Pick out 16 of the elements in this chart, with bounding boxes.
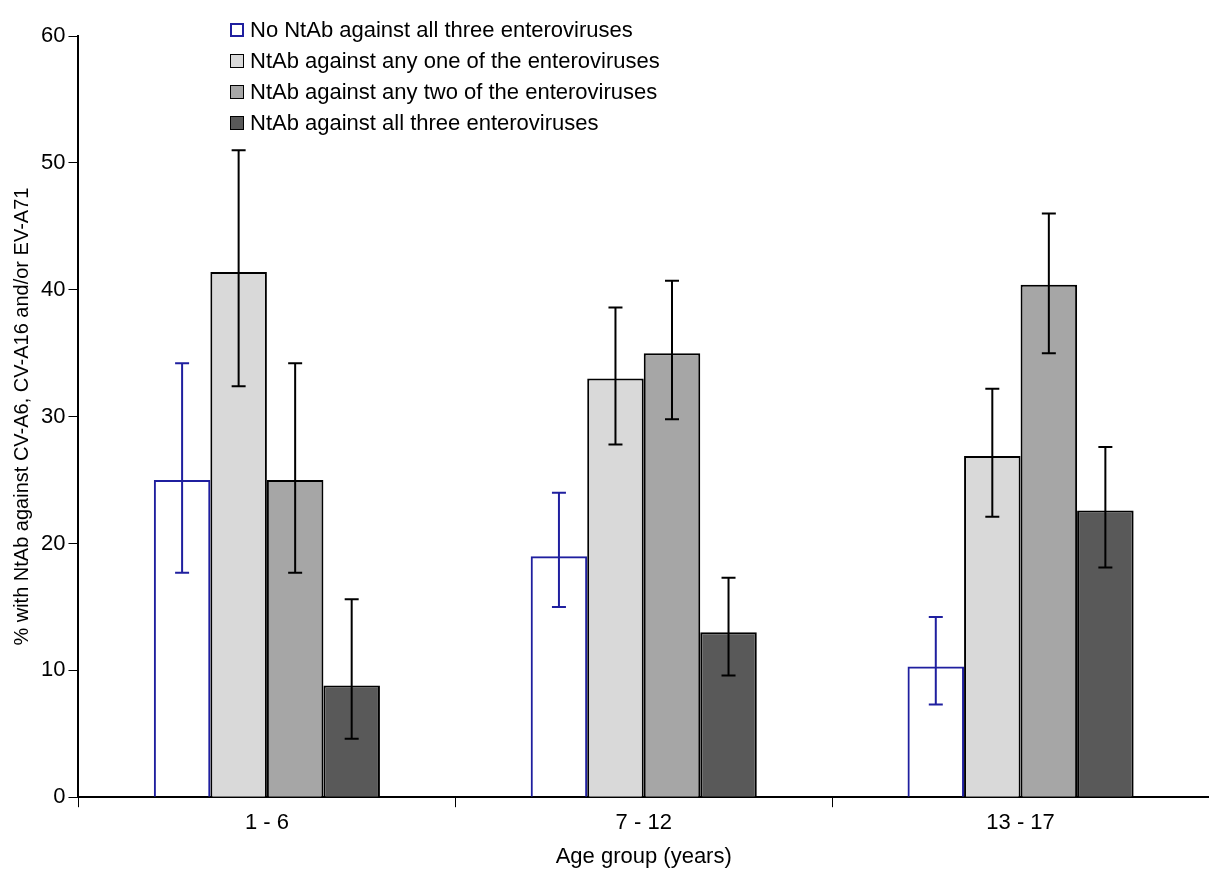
y-tick-label: 30	[40, 402, 66, 428]
y-tick-label: 40	[40, 275, 66, 301]
y-axis-title: % with NtAb against CV-A6, CV-A16 and/or EV-A71	[9, 187, 32, 646]
y-tick-label: 60	[40, 22, 66, 48]
legend-label: No NtAb against all three enteroviruses	[250, 16, 633, 44]
legend-label: NtAb against any two of the enteroviruses	[250, 78, 658, 106]
x-tick-label: 13 - 17	[986, 809, 1055, 835]
legend-label: NtAb against any one of the enteroviruses	[250, 47, 660, 75]
x-tick-label: 1 - 6	[244, 809, 289, 835]
legend-label: NtAb against all three enteroviruses	[250, 109, 599, 137]
y-tick-label: 0	[53, 783, 66, 809]
y-tick-label: 20	[40, 529, 66, 555]
y-tick-label: 10	[40, 656, 66, 682]
y-tick-label: 50	[40, 148, 66, 174]
x-axis-title: Age group (years)	[555, 842, 732, 868]
x-tick-label: 7 - 12	[615, 809, 672, 835]
